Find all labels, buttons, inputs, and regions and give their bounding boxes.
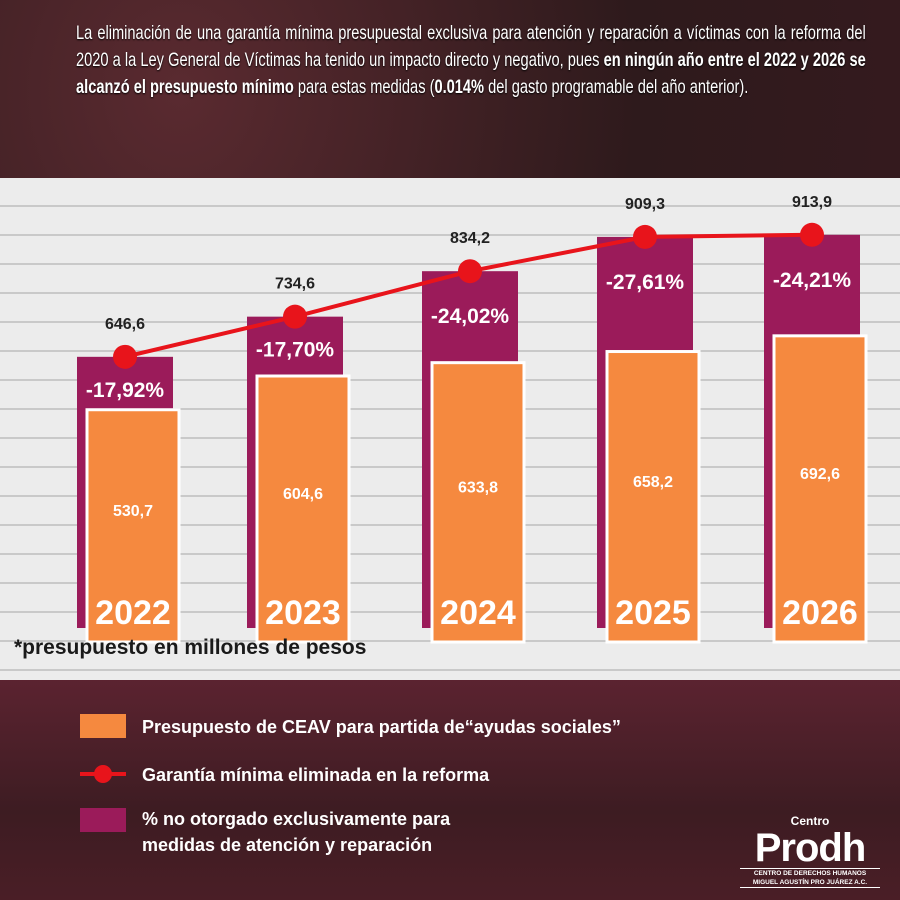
logo-sub2: MIGUEL AGUSTÍN PRO JUÁREZ A.C. — [752, 879, 868, 886]
percent-label: -24,21% — [773, 269, 852, 292]
footnote: *presupuesto en millones de pesos — [14, 636, 367, 659]
guarantee-value-label: 646,6 — [105, 316, 145, 333]
legend-label: % no otorgado exclusivamente para medida… — [142, 809, 451, 855]
legend-swatch-purple — [80, 808, 126, 832]
year-label: 2024 — [440, 594, 516, 632]
intro-part: para estas medidas ( — [293, 76, 435, 98]
legend-item-porcentaje: % no otorgado exclusivamente para medida… — [80, 806, 450, 858]
guarantee-point — [113, 344, 137, 369]
year-label: 2022 — [95, 594, 171, 632]
ceav-value-label: 692,6 — [800, 466, 840, 483]
ceav-value-label: 530,7 — [113, 503, 153, 520]
ceav-value-label: 658,2 — [633, 474, 673, 491]
logo-name: Prodh — [754, 826, 867, 870]
year-label: 2026 — [782, 594, 858, 632]
guarantee-point — [458, 259, 482, 284]
legend-item-ceav: Presupuesto de CEAV para partida de“ayud… — [80, 714, 621, 740]
logo-sub1: CENTRO DE DERECHOS HUMANOS — [753, 870, 867, 877]
year-label: 2025 — [615, 594, 691, 632]
ceav-budget-bar — [772, 334, 868, 644]
guarantee-value-label: 734,6 — [275, 276, 315, 293]
ceav-budget-bar — [85, 408, 181, 644]
ceav-budget-bar — [255, 374, 351, 644]
ceav-value-label: 633,8 — [458, 479, 498, 496]
legend-item-garantia: Garantía mínima eliminada en la reforma — [80, 762, 489, 788]
legend-line-marker-icon — [80, 765, 126, 783]
legend-swatch-orange — [80, 714, 126, 738]
intro-bold: 0.014% — [434, 76, 485, 98]
intro-part: La eliminación de una garantía mínima pr… — [76, 22, 866, 71]
guarantee-value-label: 913,9 — [792, 194, 832, 211]
guarantee-point — [283, 304, 307, 329]
percent-label: -27,61% — [606, 271, 685, 294]
ceav-value-label: 604,6 — [283, 486, 323, 503]
guarantee-value-label: 909,3 — [625, 196, 665, 213]
guarantee-value-label: 834,2 — [450, 230, 490, 247]
legend-label: Presupuesto de CEAV para partida de“ayud… — [142, 717, 621, 737]
photo-background — [0, 680, 900, 900]
intro-text: La eliminación de una garantía mínima pr… — [76, 20, 866, 101]
guarantee-point — [633, 224, 657, 249]
intro-part: del gasto programable del año anterior). — [484, 76, 749, 98]
percent-label: -17,92% — [86, 379, 165, 402]
ceav-budget-bar — [430, 361, 526, 644]
ceav-budget-bar — [605, 350, 701, 644]
legend-label: Garantía mínima eliminada en la reforma — [142, 765, 490, 785]
percent-label: -24,02% — [431, 305, 510, 328]
prodh-logo: Centro Prodh CENTRO DE DERECHOS HUMANOS M… — [740, 814, 880, 888]
intro-bold: en ningún año entre el 2022 y 2026 se al… — [76, 49, 866, 98]
logo-subtitle: CENTRO DE DERECHOS HUMANOS MIGUEL AGUSTÍN… — [740, 868, 880, 888]
logo-centro: Centro — [790, 814, 830, 828]
guarantee-point — [800, 222, 824, 247]
percent-label: -17,70% — [256, 339, 335, 362]
year-label: 2023 — [265, 594, 341, 632]
